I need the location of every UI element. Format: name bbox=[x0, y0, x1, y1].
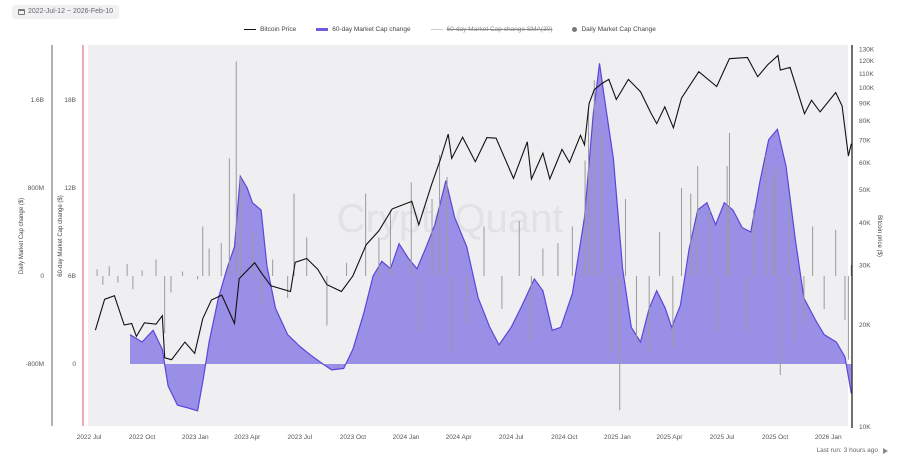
legend-label: 60-day Market Cap change bbox=[332, 26, 411, 33]
x-axis-tick: 2022 Oct bbox=[129, 434, 156, 441]
last-run-status: Last run: 3 hours ago bbox=[817, 447, 888, 454]
legend-label: Daily Market Cap Change bbox=[581, 26, 656, 33]
x-axis-tick: 2024 Jan bbox=[393, 434, 420, 441]
x-axis-tick: 2023 Jul bbox=[287, 434, 312, 441]
last-run-text: Last run: 3 hours ago bbox=[816, 447, 878, 454]
price-axis-tick: 90K bbox=[859, 101, 871, 108]
price-axis-tick: 10K bbox=[859, 424, 871, 431]
x-axis-tick: 2025 Apr bbox=[656, 434, 683, 441]
x-axis-tick: 2024 Oct bbox=[551, 434, 578, 441]
x-axis-tick: 2026 Jan bbox=[815, 434, 842, 441]
x-axis-tick: 2025 Jan bbox=[604, 434, 631, 441]
sixty-day-axis-tick: 12B bbox=[64, 185, 76, 192]
calendar-icon bbox=[18, 9, 25, 15]
legend-item-bitcoin-price[interactable]: Bitcoin Price bbox=[244, 26, 296, 33]
date-range-picker[interactable]: 2022-Jul-12 ~ 2026-Feb-10 bbox=[12, 5, 120, 19]
daily-axis-tick: 0 bbox=[40, 273, 44, 280]
daily-axis-tick: 800M bbox=[28, 185, 44, 192]
legend-label: Bitcoin Price bbox=[260, 26, 297, 33]
dot-swatch-icon bbox=[572, 27, 578, 32]
price-axis-tick: 40K bbox=[859, 220, 871, 227]
chart-legend: Bitcoin Price 60-day Market Cap change 6… bbox=[0, 26, 900, 33]
daily-axis-tick: 1.6B bbox=[31, 97, 44, 104]
sixty-day-change-line bbox=[129, 63, 852, 412]
sixty-day-axis-tick: 0 bbox=[72, 361, 76, 368]
x-axis-tick: 2025 Oct bbox=[762, 434, 789, 441]
line-swatch-icon bbox=[244, 28, 257, 31]
x-axis-tick: 2025 Jul bbox=[710, 434, 735, 441]
legend-item-sma[interactable]: 60-day Market Cap change SMA(30) bbox=[430, 26, 553, 33]
sixty-day-axis-title: 60-day Market Cap change ($) bbox=[58, 195, 64, 276]
x-axis-tick: 2024 Jul bbox=[499, 434, 524, 441]
x-axis-tick: 2023 Jan bbox=[182, 434, 209, 441]
legend-label: 60-day Market Cap change SMA(30) bbox=[446, 26, 553, 33]
price-axis-tick: 30K bbox=[859, 262, 871, 269]
daily-axis-tick: -800M bbox=[26, 361, 44, 368]
play-icon[interactable] bbox=[883, 447, 888, 454]
bitcoin-price-line bbox=[94, 54, 852, 361]
sixty-day-axis-tick: 6B bbox=[68, 273, 76, 280]
price-axis-tick: 110K bbox=[859, 71, 874, 78]
x-axis-tick: 2022 Jul bbox=[77, 434, 102, 441]
price-axis-tick: 120K bbox=[859, 58, 875, 65]
sixty-day-axis-tick: 18B bbox=[64, 97, 76, 104]
price-axis-tick: 60K bbox=[859, 160, 871, 167]
x-axis-tick: 2024 Apr bbox=[446, 434, 473, 441]
x-axis-tick: 2023 Oct bbox=[340, 434, 367, 441]
line-swatch-icon bbox=[430, 29, 443, 30]
legend-item-daily-change[interactable]: Daily Market Cap Change bbox=[572, 26, 656, 33]
daily-axis-title: Daily Market Cap change ($) bbox=[19, 198, 25, 274]
price-axis-tick: 70K bbox=[859, 138, 871, 145]
price-axis-tick: 80K bbox=[859, 118, 871, 125]
area-swatch-icon bbox=[316, 28, 329, 31]
date-range-label: 2022-Jul-12 ~ 2026-Feb-10 bbox=[28, 8, 114, 15]
x-axis-tick: 2023 Apr bbox=[234, 434, 261, 441]
price-axis-tick: 100K bbox=[859, 85, 875, 92]
legend-item-60-day-change[interactable]: 60-day Market Cap change bbox=[316, 26, 411, 33]
price-axis-tick: 50K bbox=[859, 187, 871, 194]
sixty-day-change-area bbox=[130, 63, 852, 411]
price-axis-title: Bitcoin price ($) bbox=[876, 215, 882, 257]
price-axis-tick: 20K bbox=[859, 322, 871, 329]
price-axis-tick: 130K bbox=[859, 46, 875, 53]
